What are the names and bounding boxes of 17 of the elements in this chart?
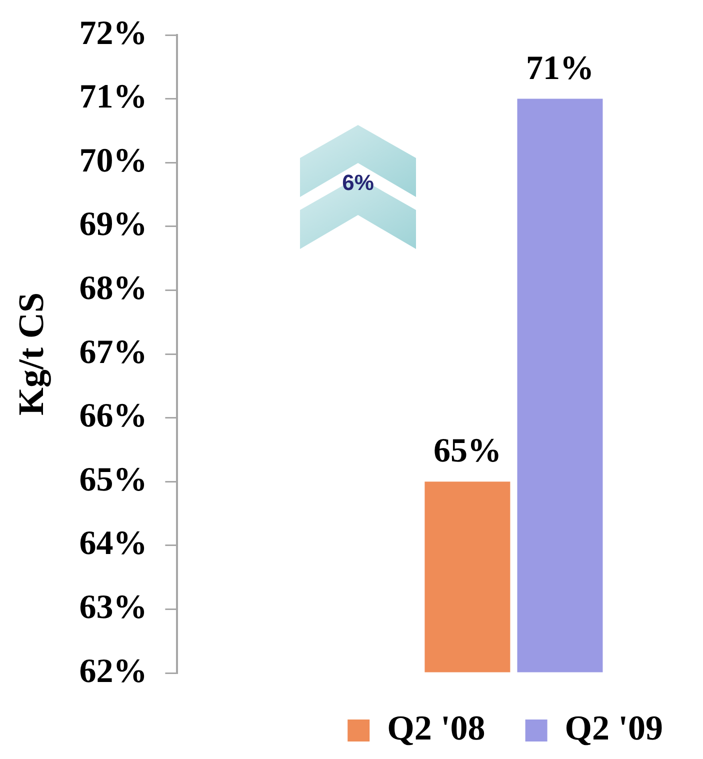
text: 6% <box>341 170 375 196</box>
y-tick-label: 64% <box>79 525 148 562</box>
y-tick-label: 67% <box>79 334 148 371</box>
legend-label: Q2 '09 <box>564 708 664 748</box>
data-label: 71% <box>526 50 594 87</box>
data-label: 65% <box>433 432 502 470</box>
y-tick-label: 70% <box>79 142 148 180</box>
y-tick-label: 72% <box>79 14 148 52</box>
y-tick-label: 62% <box>79 652 148 690</box>
y-tick-label: 68% <box>79 270 148 307</box>
y-tick-label: 71% <box>79 78 148 116</box>
y-axis-title: Kg/t CS <box>10 292 51 416</box>
y-tick-label: 65% <box>79 461 148 498</box>
y-tick-label: 66% <box>79 398 148 435</box>
legend-label: Q2 '08 <box>387 708 486 748</box>
y-tick-label: 69% <box>79 206 148 244</box>
y-tick-label: 63% <box>79 588 148 626</box>
